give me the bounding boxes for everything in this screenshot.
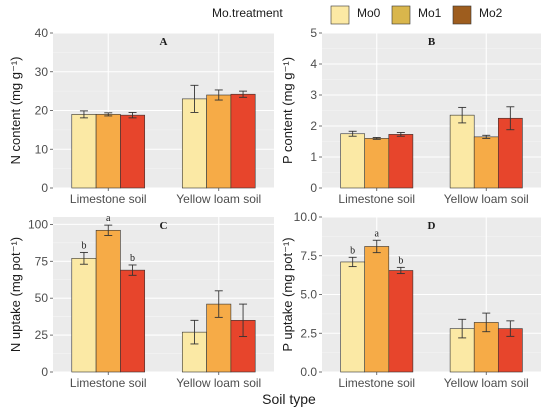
legend-key-mo1 xyxy=(391,5,411,25)
y-tick-label: 100 xyxy=(28,217,48,231)
bar-mo2-yellow-loam xyxy=(230,93,256,189)
y-tick-label: 5.0 xyxy=(300,288,317,302)
x-tick-label: Limestone soil xyxy=(338,376,415,390)
legend-key-mo0 xyxy=(330,5,350,25)
significance-label: b xyxy=(350,245,355,256)
bar-mo1-limestone xyxy=(364,246,390,373)
bar-mo2-limestone xyxy=(120,114,146,189)
y-tick-label: 75 xyxy=(35,254,49,268)
y-tick-label: 4 xyxy=(310,57,317,71)
y-tick-label: 0 xyxy=(41,181,48,195)
bar-mo0-yellow-loam xyxy=(181,98,207,189)
x-tick-label: Limestone soil xyxy=(70,376,147,390)
legend-label-mo0: Mo0 xyxy=(357,6,381,20)
x-tick-label: Limestone soil xyxy=(70,192,147,206)
bar-mo0-limestone xyxy=(340,261,366,373)
y-tick-label: 10 xyxy=(35,142,49,156)
panel-label-b: B xyxy=(428,36,436,48)
panel-c: 0 25 50 75 100 b a b Limestone soil Yellow loam s… xyxy=(8,213,274,390)
bar-mo1-limestone xyxy=(364,138,390,189)
bar-mo2-limestone xyxy=(388,270,414,373)
x-axis-title: Soil type xyxy=(262,391,316,407)
panel-a: 0 10 20 30 40 Limestone soil Yellow loam soil A… xyxy=(8,26,274,206)
bar-mo1-limestone xyxy=(95,229,121,373)
bar-mo2-limestone xyxy=(388,134,414,189)
y-tick-label: 2.5 xyxy=(300,326,317,340)
y-tick-label: 0.0 xyxy=(300,365,317,379)
y-tick-label: 7.5 xyxy=(300,249,317,263)
bar-mo1-yellow-loam xyxy=(206,94,232,189)
legend-label-mo1: Mo1 xyxy=(418,6,442,20)
y-tick-label: 50 xyxy=(35,291,49,305)
significance-label: a xyxy=(106,213,111,224)
significance-label: a xyxy=(375,228,380,239)
panel-label-a: A xyxy=(160,36,168,48)
panel-label-c: C xyxy=(160,220,168,232)
bar-mo1-limestone xyxy=(95,114,121,189)
y-tick-label: 25 xyxy=(35,328,49,342)
y-tick-label: 5 xyxy=(310,26,317,40)
y-tick-label: 0 xyxy=(41,365,48,379)
bar-mo0-yellow-loam xyxy=(449,114,475,189)
x-tick-label: Limestone soil xyxy=(338,192,415,206)
panel-b: 0 1 2 3 4 5 Limestone soil Yellow loam soil B P c… xyxy=(280,26,541,206)
significance-label: b xyxy=(81,240,86,251)
y-axis-title: N content (mg g⁻¹) xyxy=(8,56,23,164)
y-tick-label: 2 xyxy=(310,119,317,133)
bar-mo2-limestone xyxy=(120,269,146,373)
bar-mo0-limestone xyxy=(71,258,97,373)
x-tick-label: Yellow loam soil xyxy=(444,192,529,206)
bar-mo1-yellow-loam xyxy=(473,136,499,189)
y-tick-label: 40 xyxy=(35,26,49,40)
panel-label-d: D xyxy=(428,220,436,232)
bar-mo0-limestone xyxy=(71,114,97,189)
legend-title: Mo.treatment xyxy=(212,6,283,20)
legend: Mo.treatment Mo0 Mo1 Mo2 xyxy=(212,5,503,25)
significance-label: b xyxy=(398,255,403,266)
y-tick-label: 1 xyxy=(310,150,317,164)
y-axis-title: P content (mg g⁻¹) xyxy=(280,57,295,164)
panel-d: 0.0 2.5 5.0 7.5 10.0 b a b Limestone soil Yellow … xyxy=(280,210,541,390)
y-tick-label: 10.0 xyxy=(294,210,318,224)
y-tick-label: 30 xyxy=(35,65,49,79)
x-tick-label: Yellow loam soil xyxy=(176,192,261,206)
y-tick-label: 3 xyxy=(310,88,317,102)
y-tick-label: 0 xyxy=(310,181,317,195)
bar-mo0-limestone xyxy=(340,133,366,189)
x-tick-label: Yellow loam soil xyxy=(176,376,261,390)
legend-key-mo2 xyxy=(452,5,472,25)
y-axis-title: N uptake (mg pot⁻¹) xyxy=(8,237,23,352)
legend-label-mo2: Mo2 xyxy=(479,6,503,20)
y-axis-title: P uptake (mg pot⁻¹) xyxy=(280,237,295,351)
x-tick-label: Yellow loam soil xyxy=(444,376,529,390)
y-tick-label: 20 xyxy=(35,104,49,118)
significance-label: b xyxy=(130,253,135,264)
